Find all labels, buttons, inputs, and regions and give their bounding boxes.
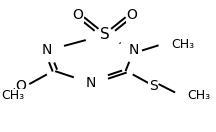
Text: S: S	[100, 27, 110, 43]
Text: CH₃: CH₃	[187, 89, 211, 102]
Text: N: N	[129, 43, 139, 58]
Text: CH₃: CH₃	[171, 37, 194, 51]
Text: N: N	[42, 43, 52, 58]
Text: N: N	[85, 76, 95, 90]
Text: S: S	[149, 79, 158, 93]
Text: O: O	[16, 79, 27, 93]
Text: O: O	[73, 8, 83, 22]
Text: O: O	[126, 8, 137, 22]
Text: CH₃: CH₃	[1, 89, 24, 102]
